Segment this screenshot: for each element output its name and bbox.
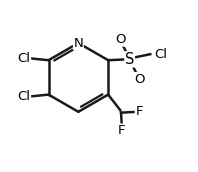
Text: O: O	[134, 73, 144, 86]
Text: O: O	[115, 33, 126, 46]
Text: Cl: Cl	[17, 52, 30, 65]
Text: Cl: Cl	[155, 48, 168, 61]
Text: N: N	[73, 36, 83, 50]
Text: F: F	[118, 124, 126, 137]
Text: F: F	[135, 105, 143, 118]
Text: S: S	[125, 52, 134, 67]
Text: Cl: Cl	[17, 90, 30, 103]
